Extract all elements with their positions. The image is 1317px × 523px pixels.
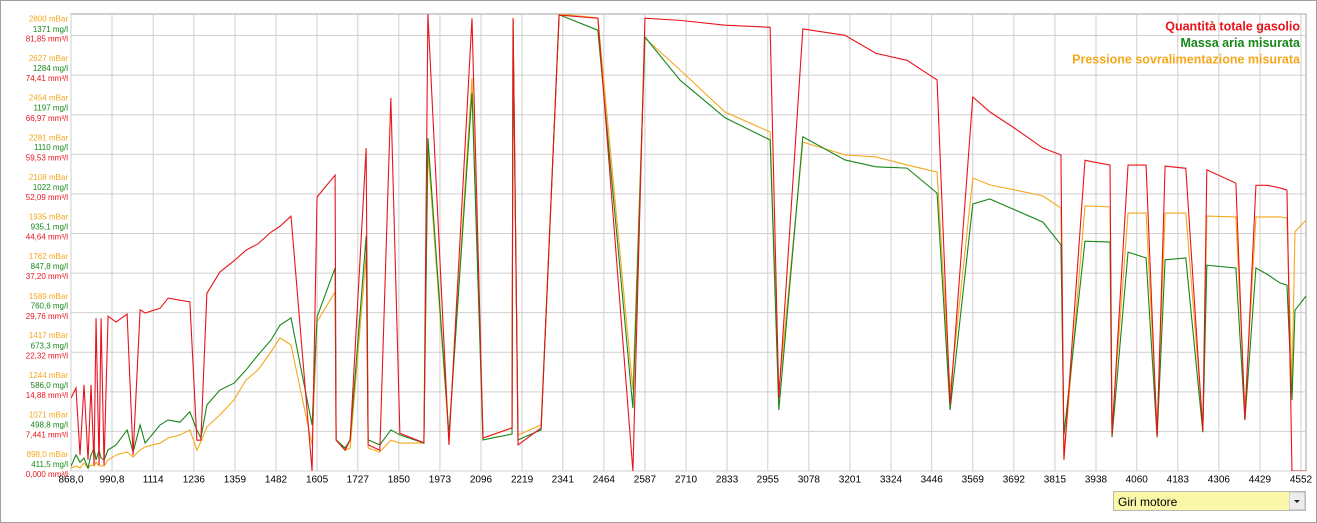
y-tick-label: 1417 mBar [29,331,68,340]
x-tick-label: 2096 [470,475,493,486]
x-tick-label: 1973 [429,475,452,486]
legend-entry: Pressione sovralimentazione misurata [1072,52,1301,66]
x-tick-label: 3446 [921,475,944,486]
y-tick-label: 498,8 mg/l [31,420,69,429]
y-tick-label: 1022 mg/l [33,183,68,192]
x-tick-label: 3569 [962,475,985,486]
y-tick-label: 1197 mg/l [33,104,68,113]
x-tick-label: 4183 [1167,475,1190,486]
y-tick-label: 898,0 mBar [27,450,69,459]
legend-entry: Quantità totale gasolio [1165,19,1300,33]
x-tick-label: 1114 [143,475,164,486]
y-tick-label: 44,64 mm³/l [26,233,68,242]
y-tick-label: 586,0 mg/l [31,381,69,390]
x-tick-label: 2341 [552,475,575,486]
y-tick-label: 2627 mBar [29,54,68,63]
y-tick-label: 411,5 mg/l [31,460,68,469]
x-tick-label: 1359 [224,475,247,486]
y-tick-label: 52,09 mm³/l [26,193,68,202]
y-tick-label: 1589 mBar [29,292,68,301]
y-tick-label: 1244 mBar [29,371,68,380]
y-tick-label: 935,1 mg/l [31,223,69,232]
y-tick-label: 7,441 mm³/l [26,431,68,440]
x-tick-label: 4552 [1290,475,1313,486]
y-tick-label: 1110 mg/l [34,143,68,152]
y-tick-label: 1935 mBar [29,213,68,222]
y-tick-label: 1762 mBar [29,252,68,261]
y-tick-label: 847,8 mg/l [31,262,69,271]
x-tick-label: 3692 [1003,475,1026,486]
x-tick-label: 4306 [1208,475,1231,486]
y-tick-label: 2108 mBar [29,173,68,182]
x-tick-label: 1482 [265,475,288,486]
x-tick-label: 2710 [675,475,698,486]
dropdown-arrow[interactable] [1289,492,1305,510]
series-group [71,14,1306,471]
y-tick-label: 0,000 mm³/l [26,470,68,479]
x-tick-label: 3815 [1044,475,1067,486]
x-tick-label: 868,0 [58,475,83,486]
x-tick-label: 3201 [839,475,862,486]
x-tick-label: 2219 [511,475,534,486]
x-tick-label: 3324 [880,475,903,486]
y-tick-label: 66,97 mm³/l [26,114,68,123]
x-axis-selector[interactable]: Giri motore [1113,491,1306,511]
x-tick-label: 1850 [388,475,411,486]
x-tick-label: 2587 [634,475,657,486]
y-tick-label: 81,85 mm³/l [26,35,68,44]
x-tick-label: 2955 [757,475,780,486]
y-tick-label: 1284 mg/l [33,64,68,73]
series-line [71,14,1306,470]
y-tick-label: 22,32 mm³/l [26,351,68,360]
x-tick-label: 4429 [1249,475,1272,486]
x-tick-label: 4060 [1126,475,1149,486]
y-tick-label: 37,20 mm³/l [26,272,68,281]
y-tick-label: 59,53 mm³/l [26,153,68,162]
y-tick-label: 2281 mBar [29,133,68,142]
y-tick-label: 14,88 mm³/l [26,391,68,400]
x-tick-label: 1236 [183,475,206,486]
y-tick-label: 74,41 mm³/l [26,74,68,83]
x-tick-label: 1727 [347,475,370,486]
y-tick-label: 2454 mBar [29,94,68,103]
x-tick-label: 990,8 [99,475,124,486]
plot-area [70,13,1307,472]
x-tick-label: 3938 [1085,475,1108,486]
y-tick-label: 29,76 mm³/l [26,312,68,321]
x-tick-label: 1605 [306,475,329,486]
x-axis-label: Giri motore [1118,495,1178,509]
y-tick-label: 760,6 mg/l [31,302,69,311]
x-tick-label: 2833 [716,475,739,486]
series-line [71,14,1306,471]
y-tick-label: 1371 mg/l [33,25,68,34]
x-tick-label: 2464 [593,475,616,486]
x-tick-label: 3078 [798,475,821,486]
legend-entry: Massa aria misurata [1180,36,1301,50]
y-tick-label: 673,3 mg/l [31,341,69,350]
y-tick-label: 1071 mBar [29,410,68,419]
y-tick-label: 2800 mBar [29,14,68,23]
